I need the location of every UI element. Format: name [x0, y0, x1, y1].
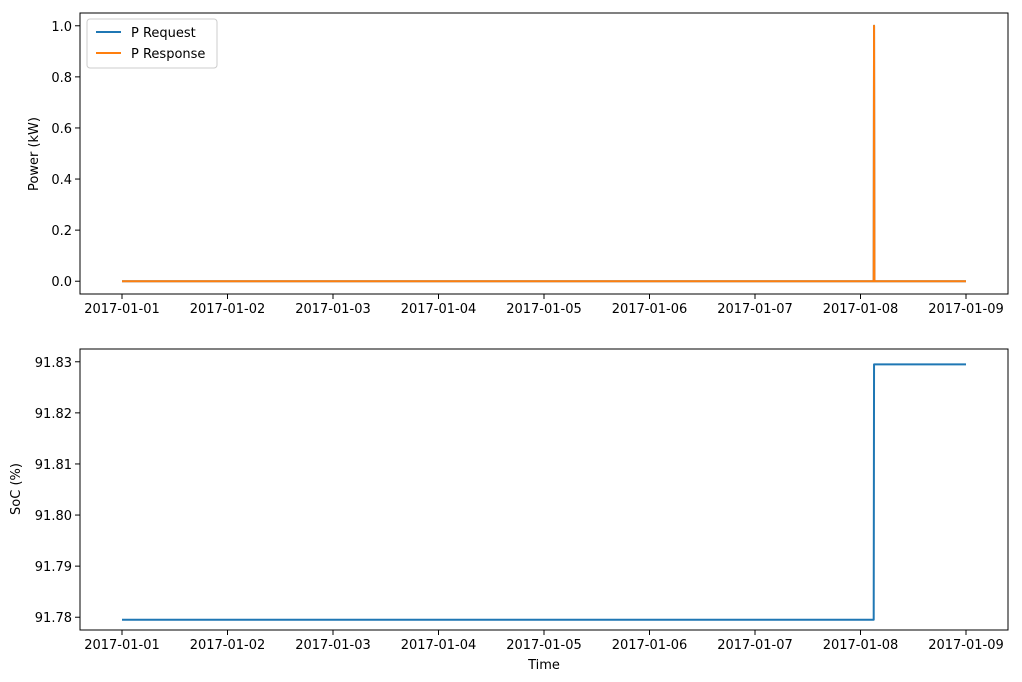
power-x-tick-label: 2017-01-06 [612, 302, 688, 317]
power-y-tick-label: 0.0 [51, 275, 72, 290]
legend-label-p-response: P Response [131, 47, 205, 62]
soc-plot-area [122, 363, 966, 621]
soc-y-tick-label: 91.83 [35, 356, 72, 371]
power-panel: Power (kW) P Request P Response 2017-01-… [27, 12, 1009, 317]
legend-label-p-request: P Request [131, 26, 196, 41]
power-x-tick-label: 2017-01-05 [506, 302, 582, 317]
power-y-tick-label: 0.2 [51, 224, 72, 239]
soc-x-tick-label: 2017-01-02 [190, 638, 266, 653]
power-y-tick-label: 1.0 [51, 20, 72, 35]
soc-x-tick-label: 2017-01-04 [401, 638, 477, 653]
power-x-tick-label: 2017-01-02 [190, 302, 266, 317]
soc-x-tick-label: 2017-01-07 [717, 638, 793, 653]
soc-x-tick-label: 2017-01-03 [295, 638, 371, 653]
power-x-tick-label: 2017-01-08 [823, 302, 899, 317]
soc-y-tick-label: 91.80 [35, 509, 72, 524]
soc-y-tick-label: 91.78 [35, 611, 72, 626]
power-y-axis-label: Power (kW) [27, 117, 42, 191]
soc-x-tick-label: 2017-01-01 [84, 638, 160, 653]
soc-y-axis-label: SoC (%) [9, 463, 24, 515]
soc-series-line-0 [122, 363, 966, 621]
soc-x-tick-label: 2017-01-05 [506, 638, 582, 653]
soc-y-tick-label: 91.82 [35, 407, 72, 422]
soc-panel: SoC (%) Time 2017-01-01 2017-01-02 2017-01… [9, 348, 1009, 673]
power-series-line-1 [122, 24, 966, 283]
soc-y-tick-label: 91.81 [35, 458, 72, 473]
power-legend: P Request P Response [86, 18, 218, 69]
soc-y-tick-label: 91.79 [35, 560, 72, 575]
power-y-tick-label: 0.4 [51, 173, 72, 188]
x-axis-label: Time [527, 658, 560, 673]
power-x-tick-label: 2017-01-03 [295, 302, 371, 317]
power-x-tick-label: 2017-01-09 [928, 302, 1004, 317]
power-x-tick-label: 2017-01-07 [717, 302, 793, 317]
power-y-tick-label: 0.8 [51, 71, 72, 86]
power-y-tick-label: 0.6 [51, 122, 72, 137]
power-x-tick-label: 2017-01-01 [84, 302, 160, 317]
power-x-tick-label: 2017-01-04 [401, 302, 477, 317]
soc-x-tick-label: 2017-01-09 [928, 638, 1004, 653]
power-plot-area [122, 24, 966, 283]
soc-x-tick-label: 2017-01-08 [823, 638, 899, 653]
soc-x-tick-label: 2017-01-06 [612, 638, 688, 653]
